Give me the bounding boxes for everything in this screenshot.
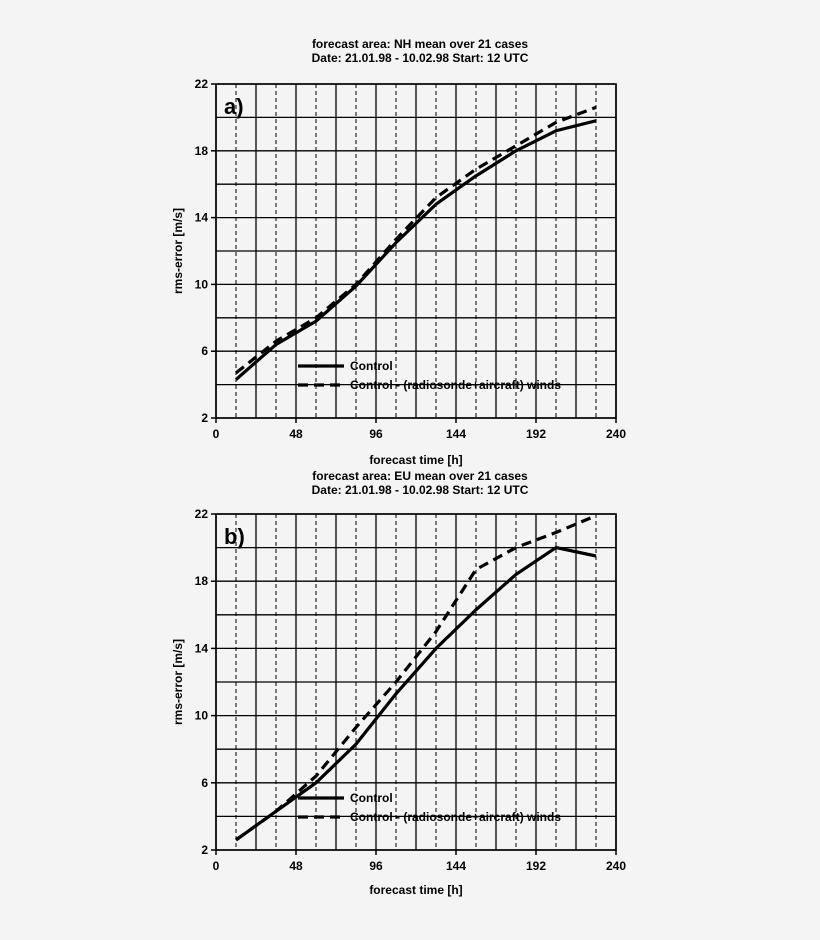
chart-header-line1: forecast area: NH mean over 21 cases bbox=[312, 37, 528, 51]
y-axis-title: rms-error [m/s] bbox=[171, 639, 185, 725]
y-tick-label: 22 bbox=[195, 77, 209, 91]
x-tick-label: 0 bbox=[213, 427, 220, 441]
x-tick-label: 96 bbox=[369, 427, 383, 441]
panel-label: a) bbox=[224, 94, 244, 119]
y-tick-label: 6 bbox=[201, 776, 208, 790]
x-tick-label: 192 bbox=[526, 427, 546, 441]
legend-label: Control bbox=[350, 791, 393, 805]
plot-frame bbox=[215, 513, 617, 851]
x-axis-title: forecast time [h] bbox=[369, 883, 462, 897]
x-tick-label: 0 bbox=[213, 859, 220, 873]
chart-header-line2: Date: 21.01.98 - 10.02.98 Start: 12 UTC bbox=[312, 51, 529, 65]
x-tick-label: 144 bbox=[446, 859, 466, 873]
x-tick-label: 96 bbox=[369, 859, 383, 873]
y-tick-label: 18 bbox=[195, 144, 209, 158]
x-tick-label: 144 bbox=[446, 427, 466, 441]
y-tick-label: 18 bbox=[195, 574, 209, 588]
x-axis-title: forecast time [h] bbox=[369, 453, 462, 467]
panel-label: b) bbox=[224, 524, 245, 549]
series-line-control bbox=[235, 545, 597, 842]
x-tick-label: 240 bbox=[606, 427, 626, 441]
legend-label: Control - (radiosonde+aircraft) winds bbox=[350, 378, 561, 392]
legend-label: Control - (radiosonde+aircraft) winds bbox=[350, 810, 561, 824]
y-axis-title: rms-error [m/s] bbox=[171, 208, 185, 294]
x-tick-label: 240 bbox=[606, 859, 626, 873]
legend-label: Control bbox=[350, 359, 393, 373]
y-tick-label: 14 bbox=[195, 211, 209, 225]
chart-header-line1: forecast area: EU mean over 21 cases bbox=[312, 469, 528, 483]
chart-panel-a: forecast area: NH mean over 21 casesDate… bbox=[171, 37, 626, 467]
y-tick-label: 22 bbox=[195, 507, 209, 521]
plot-frame bbox=[215, 83, 617, 419]
x-tick-label: 48 bbox=[289, 427, 303, 441]
chart-panel-b: forecast area: EU mean over 21 casesDate… bbox=[171, 469, 626, 897]
y-tick-label: 14 bbox=[195, 641, 209, 655]
y-tick-label: 2 bbox=[201, 843, 208, 857]
chart-header-line2: Date: 21.01.98 - 10.02.98 Start: 12 UTC bbox=[312, 483, 529, 497]
series-line-control bbox=[234, 119, 597, 381]
y-tick-label: 10 bbox=[195, 277, 209, 291]
series-line-no-winds bbox=[235, 105, 597, 375]
x-tick-label: 192 bbox=[526, 859, 546, 873]
x-tick-label: 48 bbox=[289, 859, 303, 873]
series-line-no-winds bbox=[235, 514, 597, 842]
y-tick-label: 2 bbox=[201, 411, 208, 425]
y-tick-label: 6 bbox=[201, 344, 208, 358]
y-tick-label: 10 bbox=[195, 709, 209, 723]
